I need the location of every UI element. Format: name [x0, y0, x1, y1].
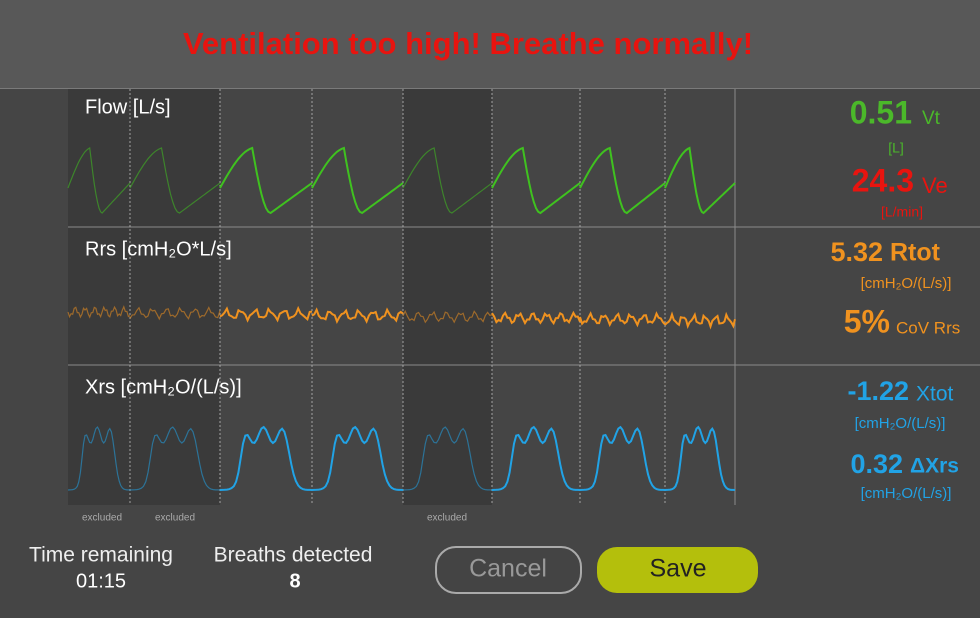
panel-label: Xrs [cmH₂O/(L/s)]: [85, 376, 242, 398]
rrs-wave: [219, 305, 313, 323]
metric-symbol: Vt: [922, 108, 941, 129]
rrs-wave: [579, 311, 666, 328]
metric-value: 0.32: [850, 449, 903, 479]
metric-symbol: Xtot: [916, 383, 954, 406]
flow-wave: [129, 147, 221, 214]
excluded-label: excluded: [155, 513, 195, 524]
rrs-wave: [129, 306, 221, 321]
metric-value: 5%: [844, 303, 890, 339]
cancel-button-bg[interactable]: [435, 546, 582, 594]
rrs-wave: [402, 309, 493, 324]
cancel-button-text[interactable]: Cancel: [469, 555, 547, 583]
flow-wave: [311, 146, 404, 215]
metric-value: 24.3: [852, 162, 914, 198]
flow-wave: [664, 146, 736, 215]
xrs-wave: [67, 426, 131, 491]
metric-value: 5.32: [830, 237, 883, 267]
metric-symbol: Ve: [922, 173, 948, 198]
breaths-label: Breaths detected: [214, 544, 373, 567]
metric-symbol: Rtot: [890, 239, 941, 267]
breaths-value: 8: [289, 570, 300, 592]
metric-unit: [L/min]: [881, 204, 923, 220]
metric-value: 0.51: [850, 94, 912, 130]
xrs-wave: [402, 426, 493, 491]
metric-unit: [L]: [888, 140, 904, 156]
panel-label: Flow [L/s]: [85, 96, 171, 118]
flow-wave: [491, 146, 581, 215]
time-value: 01:15: [76, 570, 126, 592]
save-button-text[interactable]: Save: [650, 555, 707, 583]
rrs-wave: [311, 307, 404, 324]
excluded-region: [130, 89, 220, 505]
panel-label: Rrs [cmH₂O*L/s]: [85, 238, 232, 260]
save-button-bg[interactable]: [597, 547, 758, 593]
xrs-wave: [311, 425, 404, 491]
warning-title: Ventilation too high! Breathe normally!: [183, 26, 753, 61]
excluded-region: [68, 89, 130, 505]
metric-unit: [cmH₂O/(L/s)]: [861, 485, 952, 502]
rrs-wave: [491, 310, 581, 326]
xrs-wave: [579, 425, 666, 491]
header-bar: [0, 0, 980, 88]
xrs-wave: [491, 425, 581, 491]
flow-wave: [67, 147, 131, 214]
excluded-label: excluded: [82, 513, 122, 524]
xrs-wave: [664, 425, 736, 491]
rrs-wave: [664, 311, 736, 330]
flow-wave: [219, 146, 313, 215]
metric-symbol: ΔXrs: [910, 455, 959, 478]
metric-unit: [cmH₂O/(L/s)]: [855, 415, 946, 432]
xrs-wave: [129, 426, 221, 491]
save-button[interactable]: Save: [597, 547, 758, 593]
flow-wave: [579, 146, 666, 215]
excluded-region: [403, 89, 492, 505]
metric-unit: [cmH₂O/(L/s)]: [861, 275, 952, 292]
cancel-button[interactable]: Cancel: [435, 546, 582, 594]
flow-wave: [402, 147, 493, 214]
plots: [67, 89, 980, 505]
metric-symbol: CoV Rrs: [896, 318, 960, 337]
excluded-label: excluded: [427, 513, 467, 524]
time-label: Time remaining: [29, 544, 173, 567]
rrs-wave: [67, 305, 131, 319]
metric-value: -1.22: [847, 376, 909, 406]
xrs-wave: [219, 425, 313, 491]
